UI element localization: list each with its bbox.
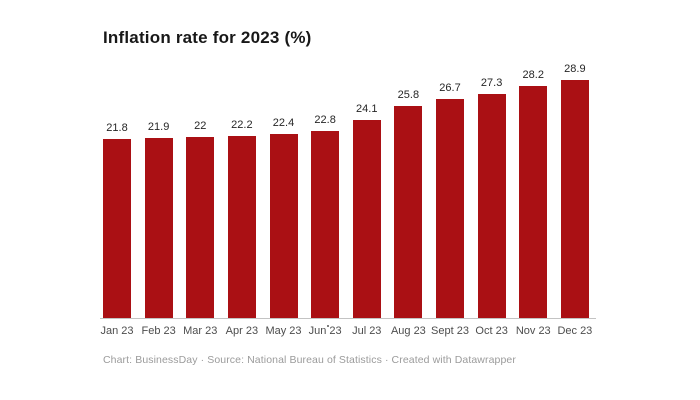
bar	[436, 99, 464, 318]
bar-column: 22.2 Apr 23	[226, 60, 258, 337]
bar	[227, 136, 256, 318]
x-axis-label: Mar 23	[183, 325, 218, 337]
chart-title: Inflation rate for 2023 (%)	[103, 28, 312, 47]
x-axis-label: Feb 23	[141, 325, 176, 337]
bar-value-label: 21.9	[147, 121, 170, 133]
x-axis-line	[100, 318, 596, 319]
x-axis-label: Jul 23	[352, 325, 382, 337]
bar-value-label: 28.9	[564, 63, 586, 75]
bar	[352, 120, 381, 318]
bar-value-label: 22.2	[231, 119, 253, 131]
x-axis-label: May 23	[265, 325, 302, 337]
bar-value-label: 22.4	[272, 117, 295, 129]
bar-value-label: 28.2	[522, 69, 544, 81]
x-axis-label: Jan 23	[100, 325, 134, 337]
bar-column: 27.3 Oct 23	[475, 60, 507, 337]
bar	[311, 131, 340, 318]
bars-container: 21.8 Jan 23 21.9 Feb 23 22 Mar 23 22.2 Apr 23 22…	[100, 60, 592, 337]
bar	[560, 80, 589, 318]
bar-value-label: 24.1	[356, 103, 378, 115]
bar-column: 24.1 Jul 23	[352, 60, 381, 337]
bar-value-label: 26.7	[439, 82, 461, 94]
x-axis-label: Dec 23	[557, 325, 593, 337]
bar	[519, 86, 548, 318]
attribution-text: Chart: BusinessDay · Source: National Bu…	[103, 354, 516, 366]
bar	[103, 139, 131, 318]
x-axis-label: Aug 23	[390, 325, 426, 337]
bar	[186, 137, 215, 318]
x-axis-label: Jun 23	[308, 325, 342, 337]
bar-column: 28.2 Nov 23	[516, 60, 551, 337]
bar-column: 21.9 Feb 23	[142, 60, 176, 337]
bar-column: 21.8 Jan 23	[100, 60, 133, 337]
bar-value-label: 25.8	[397, 89, 420, 101]
x-axis-label: Sept 23	[431, 325, 469, 337]
bar	[144, 138, 173, 318]
x-axis-label: Apr 23	[225, 325, 259, 337]
stray-dot-mark	[327, 325, 329, 327]
bar-value-label: 22	[194, 120, 207, 132]
bar-column: 22 Mar 23	[183, 60, 217, 337]
bar	[477, 94, 506, 318]
bar-column: 22.8 Jun 23	[309, 60, 342, 337]
bar	[269, 134, 298, 318]
x-axis-label: Nov 23	[515, 325, 551, 337]
bar-column: 22.4 May 23	[265, 60, 301, 337]
bar	[394, 106, 423, 318]
bar-value-label: 22.8	[314, 114, 336, 126]
bar-column: 28.9 Dec 23	[557, 60, 592, 337]
x-axis-label: Oct 23	[475, 325, 508, 337]
bar-chart: 21.8 Jan 23 21.9 Feb 23 22 Mar 23 22.2 Apr 23 22…	[100, 60, 596, 337]
bar-column: 25.8 Aug 23	[391, 60, 426, 337]
bar-value-label: 21.8	[106, 122, 128, 134]
bar-value-label: 27.3	[480, 77, 503, 89]
bar-column: 26.7 Sept 23	[431, 60, 469, 337]
